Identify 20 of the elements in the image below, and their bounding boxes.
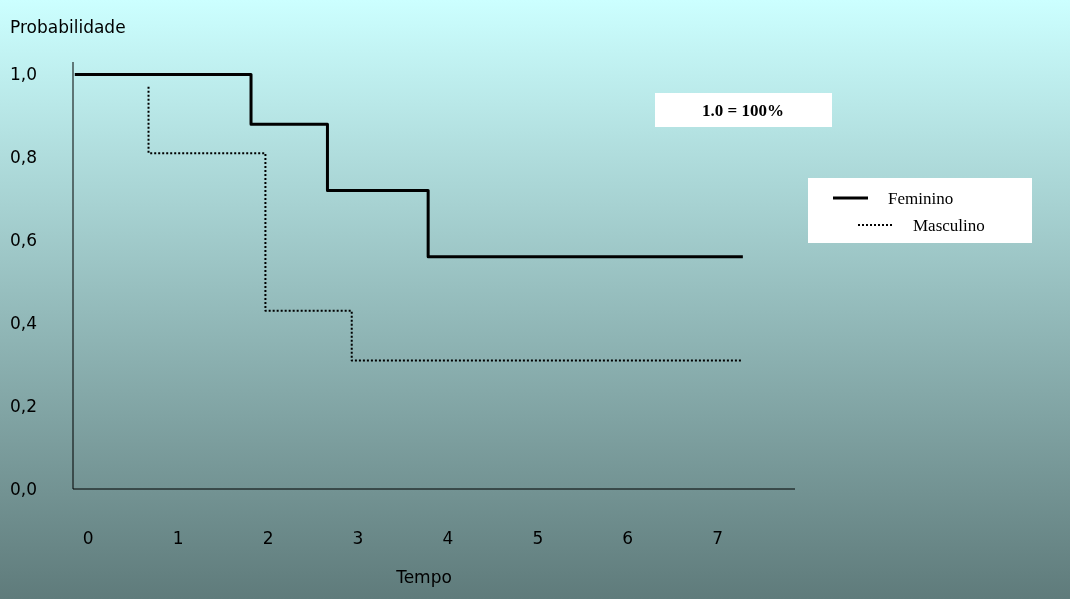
x-tick-label: 7 — [712, 528, 724, 548]
x-tick-label: 4 — [442, 528, 454, 548]
x-tick-label: 6 — [622, 528, 634, 548]
y-axis-title: Probabilidade — [10, 17, 126, 37]
x-tick-label: 5 — [532, 528, 544, 548]
y-tick-label: 0,6 — [10, 230, 38, 251]
y-tick-label: 0,8 — [10, 147, 38, 168]
x-tick-label: 1 — [172, 528, 184, 548]
x-axis-title: Tempo — [395, 567, 452, 587]
legend-label: Masculino — [913, 216, 985, 235]
x-tick-label: 3 — [352, 528, 364, 548]
annotation: 1.0 = 100% — [702, 101, 784, 120]
y-tick-label: 1,0 — [10, 64, 38, 85]
x-tick-label: 0 — [82, 528, 94, 548]
y-tick-label: 0,2 — [10, 396, 38, 417]
x-tick-label: 2 — [262, 528, 274, 548]
y-tick-label: 0,0 — [10, 479, 38, 499]
note-box: 1.0 = 100% — [655, 93, 832, 127]
legend-label: Feminino — [888, 189, 954, 208]
y-tick-label: 0,4 — [10, 313, 38, 334]
